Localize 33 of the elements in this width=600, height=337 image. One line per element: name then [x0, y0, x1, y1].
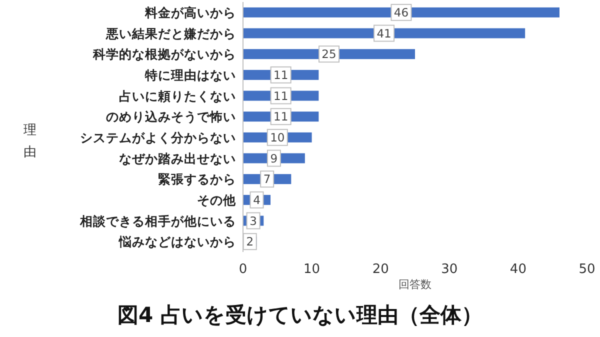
x-tick-label: 20 [372, 262, 389, 277]
x-tick-label: 10 [304, 262, 320, 277]
data-label: 11 [274, 110, 288, 124]
data-label: 41 [376, 26, 392, 40]
y-tick-label: 占いに頼りたくない [119, 88, 236, 104]
y-tick-label: システムがよく分からない [80, 130, 236, 145]
y-tick-label: 相談できる相手が他にいる [79, 213, 236, 228]
y-tick-label: 料金が高いから [144, 4, 236, 20]
y-tick-label: 悩みなどはないから [118, 234, 236, 250]
data-label: 11 [274, 68, 288, 82]
y-tick-label: のめり込みそうで怖い [106, 109, 236, 124]
x-tick-label: 30 [441, 262, 458, 277]
y-tick-label: 緊張するから [158, 172, 236, 187]
data-label: 7 [263, 172, 271, 186]
y-tick-label: 悪い結果だと嫌だから [105, 26, 236, 41]
data-label: 9 [270, 151, 278, 166]
x-tick-label: 50 [578, 262, 596, 277]
data-label: 3 [250, 214, 257, 228]
y-tick-label: 特に理由はない [144, 67, 236, 82]
y-axis-title: 理由 [24, 123, 36, 160]
y-tick-label: 科学的な根拠がないから [92, 46, 236, 62]
y-tick-label: なぜか踏み出せない [119, 150, 236, 166]
x-axis-title: 回答数 [398, 278, 432, 291]
data-label: 4 [253, 192, 260, 207]
data-label: 25 [322, 47, 336, 62]
data-label: 11 [274, 88, 288, 103]
x-tick-label: 40 [510, 262, 526, 277]
x-tick-label: 0 [238, 262, 248, 277]
data-label: 10 [270, 130, 285, 144]
data-label: 2 [246, 234, 254, 249]
y-tick-label: その他 [197, 192, 237, 208]
data-label: 46 [394, 5, 409, 20]
text: 図4 占いを受けていない理由（全体） [118, 303, 482, 327]
